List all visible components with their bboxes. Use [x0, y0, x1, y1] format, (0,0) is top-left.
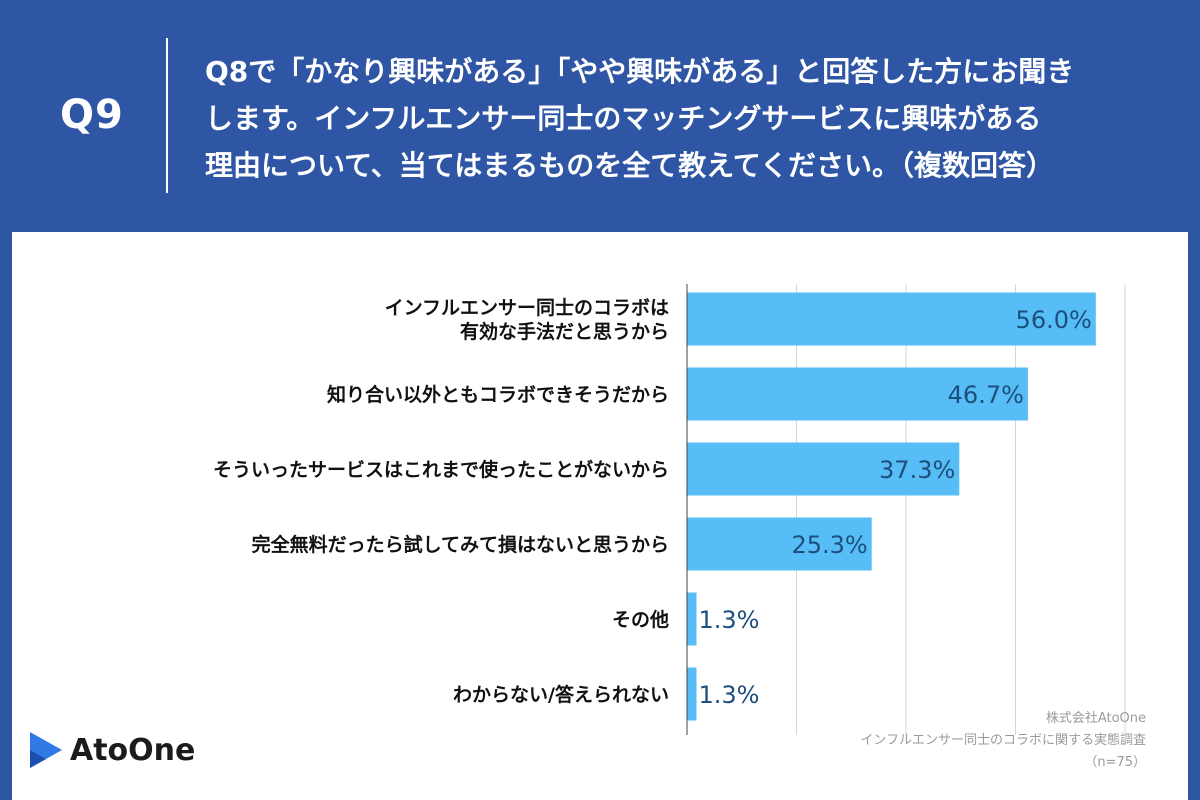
atoone-logo-icon	[30, 732, 62, 768]
bar-value-label: 1.3%	[698, 606, 759, 634]
category-label: 有効な手法だと思うから	[460, 320, 669, 343]
survey-credit: 株式会社AtoOne インフルエンサー同士のコラボに関する実態調査 （n=75）	[860, 708, 1146, 774]
bar	[687, 517, 872, 571]
category-label: わからない/答えられない	[453, 683, 669, 706]
question-line: します。インフルエンサー同士のマッチングサービスに興味がある	[205, 102, 1042, 135]
logo-text: AtoOne	[70, 732, 196, 768]
category-label: 知り合い以外ともコラボできそうだから	[327, 383, 669, 406]
atoone-logo: AtoOne	[28, 730, 195, 770]
bar	[687, 667, 697, 721]
chart-panel: 56.0% インフルエンサー同士のコラボは 有効な手法だと思うから 46.7% 知り合い…	[12, 232, 1188, 800]
credit-company: 株式会社AtoOne	[1045, 711, 1146, 726]
question-text: Q8で「かなり興味がある」「やや興味がある」と回答した方にお聞き します。インフ…	[205, 48, 1175, 189]
bar-value-label: 56.0%	[1016, 306, 1092, 334]
category-label: インフルエンサー同士のコラボは	[385, 297, 669, 319]
bar-value-label: 46.7%	[948, 381, 1024, 409]
bar-value-label: 37.3%	[879, 456, 955, 484]
credit-sample-size: （n=75）	[1084, 755, 1146, 770]
category-label: そういったサービスはこれまで使ったことがないから	[213, 458, 669, 481]
question-line: Q8で「かなり興味がある」「やや興味がある」と回答した方にお聞き	[205, 55, 1075, 88]
bar	[687, 367, 1028, 421]
question-number: Q9	[60, 92, 124, 138]
header-divider	[166, 38, 168, 193]
question-line: 理由について、当てはまるものを全て教えてください。（複数回答）	[205, 149, 1054, 182]
credit-survey-title: インフルエンサー同士のコラボに関する実態調査	[860, 733, 1146, 748]
bar	[687, 592, 697, 646]
bar	[687, 292, 1096, 346]
bar	[687, 442, 960, 496]
category-label: 完全無料だったら試してみて損はないと思うから	[252, 533, 669, 556]
bar-value-label: 25.3%	[791, 531, 867, 559]
category-label: その他	[612, 608, 669, 631]
bar-value-label: 1.3%	[698, 681, 759, 709]
